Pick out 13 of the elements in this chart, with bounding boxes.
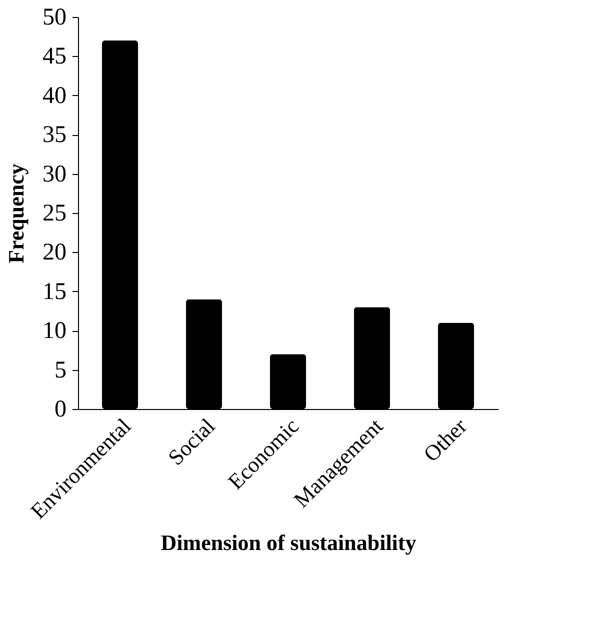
y-tick-label: 10 [42,318,66,344]
y-tick-label: 25 [42,200,66,226]
y-tick-label: 5 [54,357,66,384]
y-tick-label: 35 [42,122,66,148]
y-axis-title: Frequency [4,164,28,264]
y-tick-label: 40 [42,82,66,109]
y-tick-label: 15 [42,278,66,305]
y-tick-label: 45 [42,44,66,70]
y-tick-label: 50 [42,4,66,30]
y-tick-label: 0 [54,396,66,422]
x-axis-title: Dimension of sustainability [160,530,416,555]
y-tick-label: 20 [42,240,66,266]
y-tick-label: 30 [42,161,66,188]
